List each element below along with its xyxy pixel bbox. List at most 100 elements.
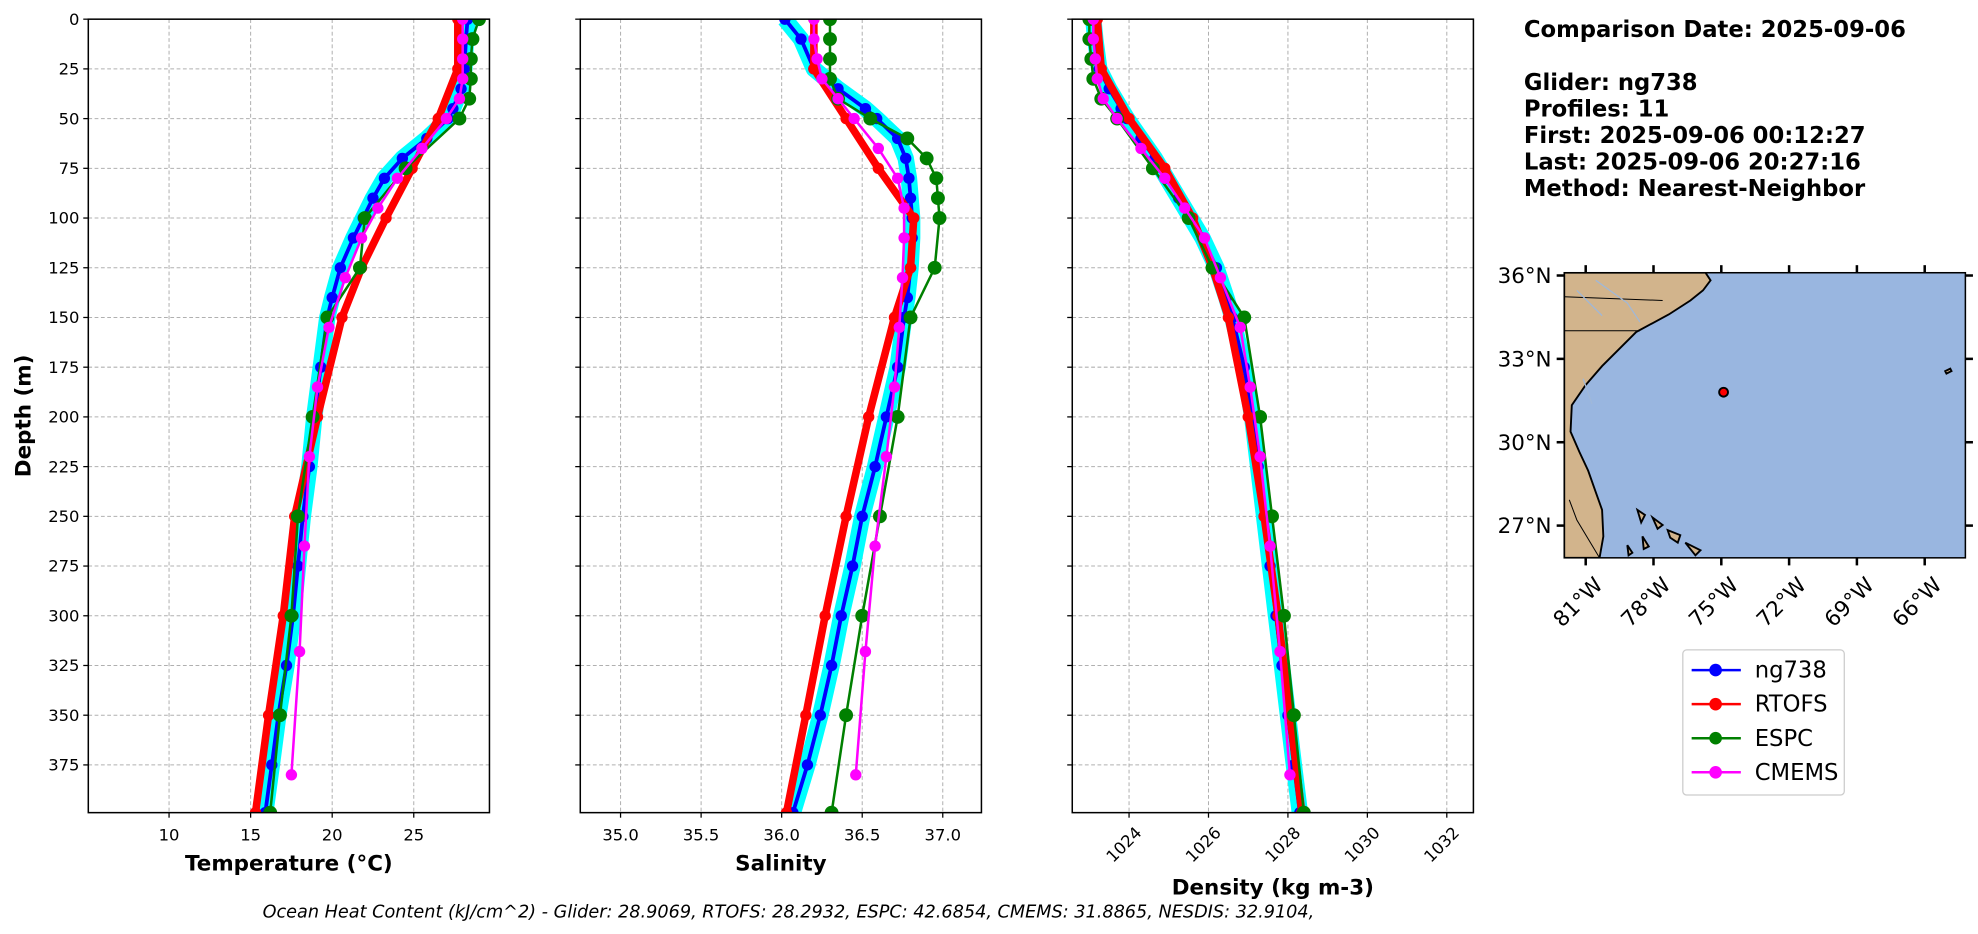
profile-point	[372, 202, 384, 214]
profile-point	[904, 192, 917, 204]
profile-point	[808, 33, 820, 45]
x-axis-label: Salinity	[735, 852, 826, 877]
profile-point	[808, 19, 820, 25]
profile-point	[1178, 202, 1191, 214]
profile-point	[1296, 805, 1311, 813]
profile-point	[891, 172, 904, 184]
profile-point	[1198, 232, 1211, 244]
islands	[1626, 367, 1953, 557]
profile-point	[819, 610, 831, 622]
legend-label: CMEMS	[1755, 760, 1839, 786]
profile-point	[1214, 272, 1227, 284]
profile-point	[816, 73, 828, 85]
profile-point	[835, 610, 847, 622]
profile-point	[378, 172, 391, 184]
profile-point	[900, 131, 915, 146]
profile-point	[848, 112, 860, 125]
y-tick-label: 275	[48, 557, 79, 576]
data-layer	[249, 19, 486, 813]
profile-point	[303, 451, 316, 463]
x-tick-label: 15	[240, 825, 261, 844]
y-tick-label: 200	[48, 408, 79, 427]
profile-point	[1286, 708, 1301, 723]
profile-point	[823, 19, 837, 27]
profile-point	[825, 659, 838, 672]
profile-point	[869, 460, 881, 473]
y-tick-label: 350	[48, 706, 79, 725]
profile-point	[1091, 73, 1103, 85]
profile-point	[1087, 19, 1099, 25]
profile-point	[1254, 451, 1266, 463]
profile-point	[1264, 540, 1276, 552]
profile-count: Profiles: 11	[1524, 96, 1669, 122]
profile-point	[262, 709, 275, 721]
map-frame	[1563, 271, 1967, 559]
borders	[1564, 296, 1663, 558]
map-lat-label: 36°N	[1498, 264, 1552, 289]
profile-point	[801, 759, 814, 771]
profile-point	[908, 212, 920, 224]
profile-point	[863, 111, 878, 126]
profile-point	[855, 608, 870, 623]
profile-point	[465, 32, 480, 46]
info-block: Comparison Date: 2025-09-06 Glider: ng73…	[1524, 17, 1906, 202]
profile-point	[305, 409, 320, 424]
profile-point	[457, 53, 469, 65]
y-tick-label: 175	[48, 358, 79, 377]
profile-point	[811, 53, 823, 65]
profile-point	[832, 93, 844, 105]
map-base	[1564, 272, 1966, 558]
profile-point	[1159, 172, 1171, 184]
y-axis-label: Depth (m)	[11, 355, 36, 478]
profile-point	[891, 361, 904, 373]
profile-point	[1244, 381, 1256, 393]
y-tick-label: 0	[69, 10, 79, 29]
profile-point	[249, 806, 262, 813]
y-tick-label: 375	[48, 756, 79, 775]
legend: ng738 RTOFS ESPC CMEMS	[1682, 649, 1845, 796]
profile-point	[453, 93, 466, 105]
profile-point	[814, 709, 827, 721]
y-tick-label: 150	[48, 308, 79, 327]
x-tick-label: 35.5	[683, 825, 719, 844]
y-tick-label: 100	[48, 209, 79, 228]
profile-point	[339, 272, 351, 284]
profile-point	[896, 272, 909, 284]
profile-point	[457, 73, 469, 85]
profile-point	[930, 191, 945, 206]
data-layer	[1082, 19, 1311, 813]
comparison-date: Comparison Date: 2025-09-06	[1524, 17, 1906, 43]
legend-marker	[1709, 731, 1722, 745]
profile-point	[311, 381, 324, 393]
profile-point	[862, 411, 875, 423]
map-lat-label: 27°N	[1498, 514, 1552, 539]
profile-point	[898, 232, 910, 244]
profile-point	[432, 112, 444, 125]
profile-panel: 10 15 20 2502550751001251501752002252502753…	[11, 10, 491, 877]
profile-point	[888, 381, 901, 393]
y-tick-label: 325	[48, 656, 79, 675]
profile-point	[823, 52, 837, 66]
legend-marker	[1709, 663, 1722, 677]
y-tick-label: 300	[48, 606, 79, 625]
x-tick-label: 35.0	[602, 825, 638, 844]
profile-point	[416, 142, 428, 155]
profile-point	[463, 71, 478, 86]
profile-point	[846, 560, 859, 572]
profile-point	[872, 142, 885, 155]
map-lat-label: 33°N	[1498, 347, 1552, 372]
method: Method: Nearest-Neighbor	[1524, 176, 1866, 202]
profile-point	[1097, 93, 1109, 105]
profile-point	[1095, 63, 1107, 75]
y-tick-label: 25	[59, 60, 80, 79]
profile-point	[859, 102, 872, 115]
profile-point	[457, 33, 469, 45]
profile-point	[823, 71, 837, 86]
profile-point	[888, 311, 901, 324]
glider-location	[1718, 386, 1729, 398]
profile-point	[336, 311, 348, 324]
x-axis-label: Density (kg m-3)	[1172, 876, 1374, 901]
profile-point	[904, 262, 917, 274]
profile-point	[396, 152, 409, 165]
x-tick-label: 36.5	[844, 825, 880, 844]
